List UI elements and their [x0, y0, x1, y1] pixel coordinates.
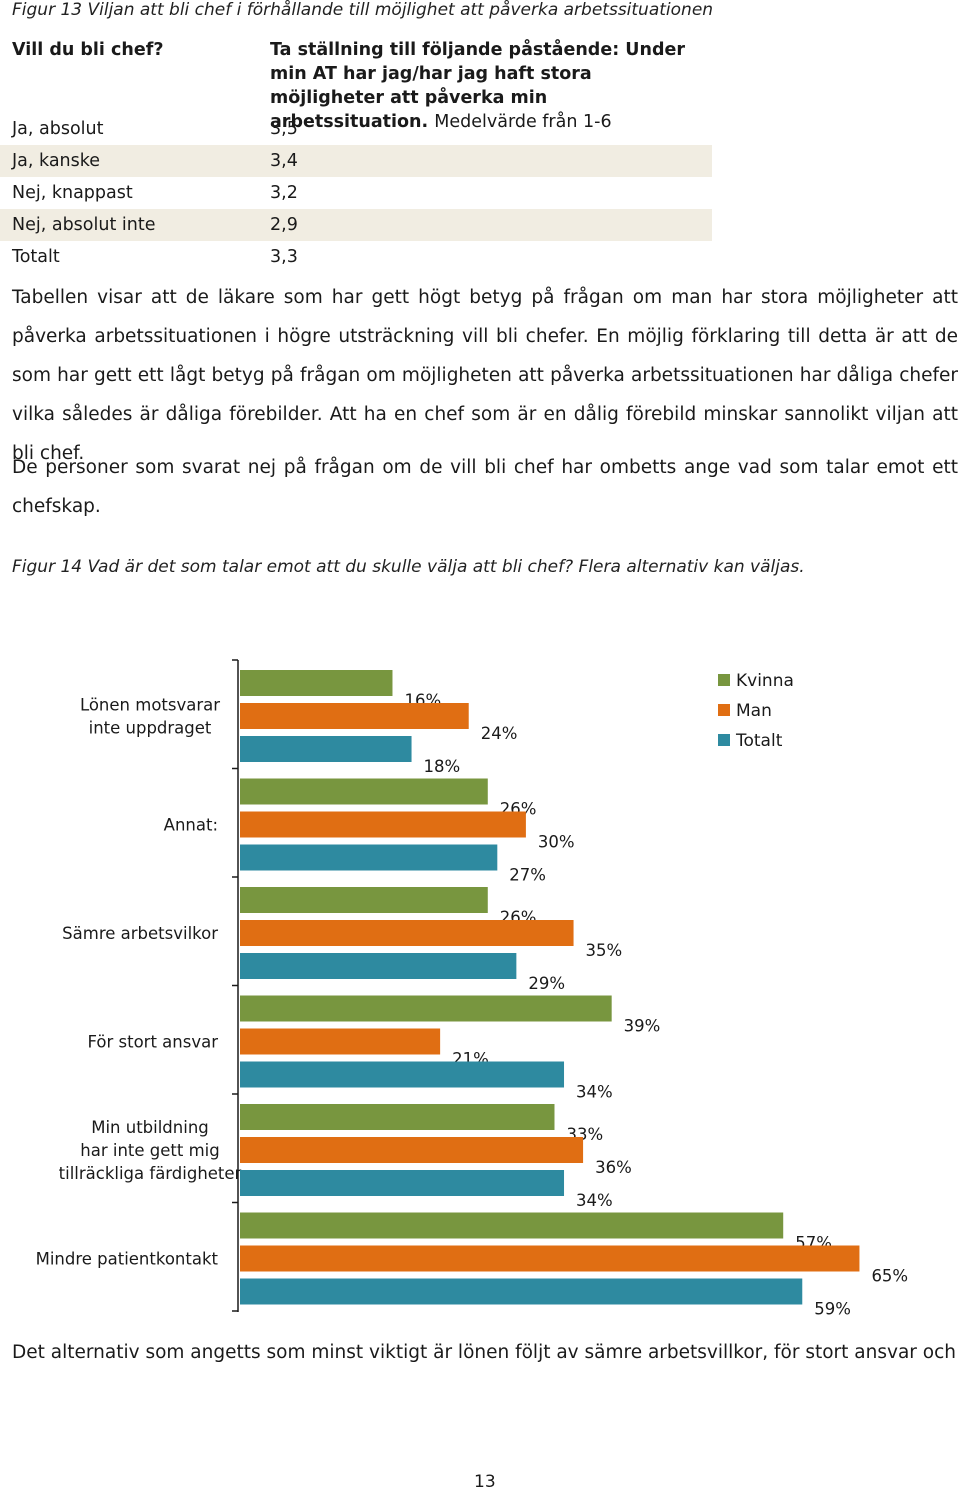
- legend-label: Man: [736, 701, 772, 721]
- table-row: Ja, kanske 3,4: [0, 145, 712, 177]
- bar-kvinna: [240, 778, 488, 805]
- category-label: Sämre arbetsvilkor: [62, 924, 218, 943]
- bar-totalt: [240, 1170, 565, 1196]
- bar-value-label: 65%: [871, 1267, 908, 1286]
- bar-value-label: 59%: [814, 1300, 851, 1319]
- legend-label: Kvinna: [736, 671, 794, 691]
- bar-value-label: 24%: [481, 724, 518, 743]
- row-label: Nej, absolut inte: [12, 215, 156, 235]
- table-column-header-wish: Vill du bli chef?: [12, 40, 164, 60]
- bar-kvinna: [240, 1104, 555, 1130]
- bar-value-label: 35%: [586, 941, 623, 960]
- figure13-caption: Figur 13 Viljan att bli chef i förhållan…: [12, 0, 714, 20]
- table-column-header-statement: Ta ställning till följande påstående: Un…: [270, 38, 690, 134]
- table-row: Nej, knappast 3,2: [0, 177, 712, 209]
- bar-value-label: 18%: [424, 757, 461, 776]
- table-row: Nej, absolut inte 2,9: [0, 209, 712, 241]
- statement-scale-note: Medelvärde från 1-6: [434, 112, 612, 132]
- legend-swatch: [718, 734, 730, 746]
- bar-value-label: 30%: [538, 833, 575, 852]
- bar-value-label: 36%: [595, 1158, 632, 1177]
- category-label: Min utbildning har inte gett mig tillräckl…: [59, 1118, 242, 1183]
- table-row: Totalt 3,3: [0, 241, 712, 273]
- bar-man: [240, 811, 526, 838]
- category-label: Annat:: [164, 816, 218, 835]
- row-label: Ja, absolut: [12, 119, 104, 139]
- bar-kvinna: [240, 670, 393, 696]
- statement-text: Ta ställning till följande påstående: Un…: [270, 40, 685, 132]
- row-label: Ja, kanske: [12, 151, 101, 171]
- figure14-caption: Figur 14 Vad är det som talar emot att d…: [12, 557, 805, 577]
- body-paragraph: De personer som svarat nej på frågan om …: [12, 457, 958, 517]
- bar-kvinna: [240, 1212, 784, 1239]
- bar-man: [240, 1245, 860, 1272]
- row-label: Nej, knappast: [12, 183, 133, 203]
- bar-value-label: 34%: [576, 1191, 613, 1210]
- row-value: 3,4: [270, 151, 298, 171]
- figure14-bar-chart: Lönen motsvarar inte uppdraget16%24%18%An…: [36, 659, 908, 1319]
- bar-value-label: 27%: [509, 866, 546, 885]
- category-label: Mindre patientkontakt: [36, 1250, 219, 1269]
- category-label: För stort ansvar: [87, 1033, 218, 1052]
- bar-kvinna: [240, 995, 612, 1022]
- row-label: Totalt: [12, 247, 60, 267]
- body-paragraph: Tabellen visar att de läkare som har get…: [12, 287, 958, 464]
- legend-swatch: [718, 704, 730, 716]
- bar-totalt: [240, 736, 412, 762]
- bar-totalt: [240, 953, 517, 979]
- page-number: 13: [474, 1472, 496, 1492]
- bar-kvinna: [240, 887, 488, 913]
- row-value: 2,9: [270, 215, 298, 235]
- bar-totalt: [240, 1278, 803, 1305]
- row-value: 3,3: [270, 247, 298, 267]
- legend-swatch: [718, 674, 730, 686]
- footer-paragraph: Det alternativ som angetts som minst vik…: [12, 1342, 960, 1363]
- bar-man: [240, 920, 574, 946]
- bar-totalt: [240, 844, 498, 871]
- bar-value-label: 39%: [624, 1017, 661, 1036]
- bar-man: [240, 1028, 441, 1055]
- bar-man: [240, 1137, 584, 1163]
- table-row: Ja, absolut 3,5: [0, 113, 712, 145]
- row-value: 3,2: [270, 183, 298, 203]
- bar-man: [240, 703, 469, 729]
- bar-value-label: 34%: [576, 1083, 613, 1102]
- row-value: 3,5: [270, 119, 298, 139]
- category-label: Lönen motsvarar inte uppdraget: [80, 696, 220, 738]
- legend-label: Totalt: [735, 731, 783, 751]
- bar-value-label: 29%: [528, 974, 565, 993]
- bar-totalt: [240, 1061, 565, 1088]
